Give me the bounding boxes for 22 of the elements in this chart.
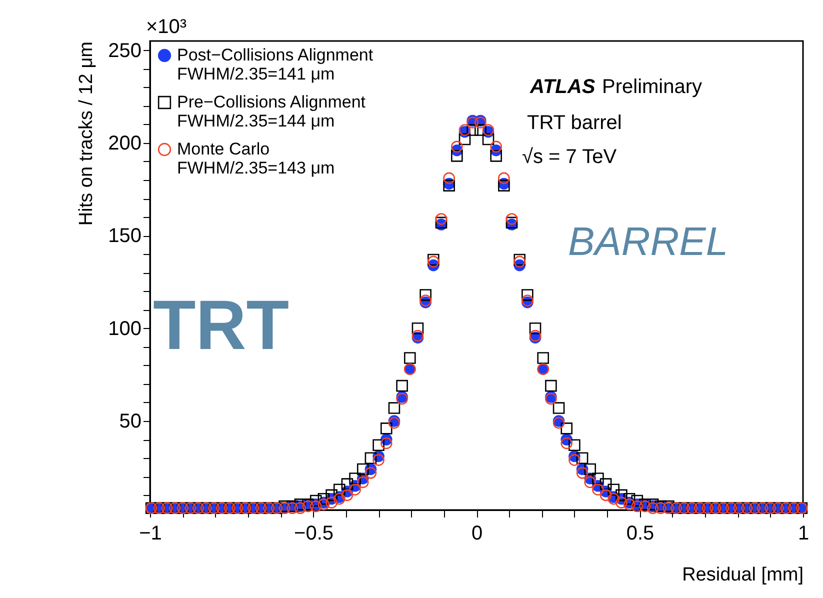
x-tick-label: −1 [139,522,162,544]
x-tick-label: 0 [471,522,483,544]
x-tick-label: −0.5 [294,522,334,544]
annotation: Preliminary [602,76,702,98]
y-tick-label: 50 [119,410,142,433]
text: ×10³ [146,16,187,38]
y-axis-title: Hits on tracks / 12 μm [76,42,98,226]
annotation: TRT barrel [527,112,622,134]
annotation: √s = 7 TeV [522,146,618,168]
legend-label: Monte Carlo FWHM/2.35=143 μm [177,140,335,178]
legend-label: Post−Collisions Alignment FWHM/2.35=141 μm [177,46,374,84]
annotation: ATLAS [529,76,596,98]
y-tick-label: 200 [108,132,142,154]
x-tick-label: 1 [798,522,810,544]
y-tick-label: 250 [108,40,142,62]
x-axis-title: Residual [mm] [682,564,804,586]
legend-label: Pre−Collisions Alignment FWHM/2.35=144 μm [177,92,366,130]
annotation: BARREL [568,220,728,264]
y-tick-label: 150 [108,225,142,248]
annotation: TRT [153,286,290,364]
y-tick-label: 100 [108,318,142,340]
x-tick-label: 0.5 [626,522,654,544]
